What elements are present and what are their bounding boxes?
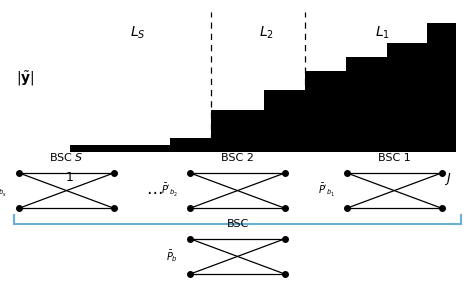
Text: 1: 1	[66, 171, 74, 184]
Text: $L_S$: $L_S$	[130, 25, 145, 41]
Bar	[305, 71, 346, 152]
Text: BSC: BSC	[227, 219, 248, 229]
Text: BSC $S$: BSC $S$	[49, 151, 84, 163]
Bar	[70, 145, 170, 152]
Bar	[346, 57, 387, 152]
Text: $L_2$: $L_2$	[258, 25, 274, 41]
Text: $\bar{P}'_{b_1}$: $\bar{P}'_{b_1}$	[318, 182, 335, 199]
Text: $L_1$: $L_1$	[375, 25, 390, 41]
Text: $|\tilde{\mathbf{y}}|$: $|\tilde{\mathbf{y}}|$	[16, 70, 34, 88]
Bar	[211, 110, 264, 152]
Text: BSC 1: BSC 1	[378, 153, 410, 163]
Text: $\bar{P}'_{b_s}$: $\bar{P}'_{b_s}$	[0, 182, 7, 199]
Text: $\bar{P}'_{b_2}$: $\bar{P}'_{b_2}$	[161, 182, 178, 199]
Text: $J$: $J$	[444, 171, 452, 187]
Bar	[170, 138, 211, 152]
Text: $\cdots$: $\cdots$	[230, 128, 245, 142]
Text: BSC 2: BSC 2	[221, 153, 254, 163]
Text: $\bar{P}_b$: $\bar{P}_b$	[166, 248, 178, 264]
Text: $\cdots$: $\cdots$	[146, 181, 162, 200]
Bar	[428, 23, 456, 151]
Bar	[264, 90, 305, 152]
Bar	[387, 43, 428, 152]
